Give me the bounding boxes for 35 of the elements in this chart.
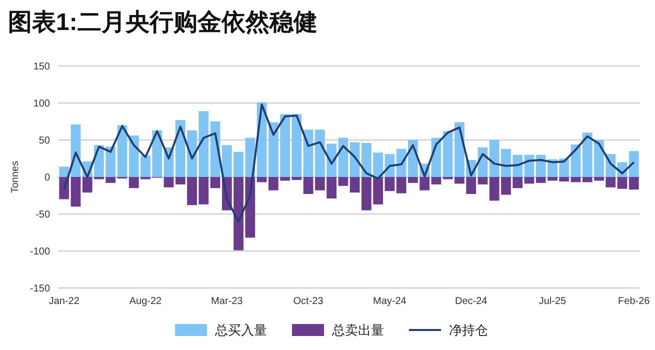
y-axis-title: Tonnes bbox=[10, 160, 21, 194]
bar bbox=[478, 177, 488, 184]
bar bbox=[628, 177, 639, 190]
bar bbox=[617, 177, 628, 189]
y-tick-label: -50 bbox=[36, 210, 50, 220]
y-tick-label: -150 bbox=[30, 284, 50, 294]
bar bbox=[384, 177, 395, 192]
bar bbox=[210, 177, 220, 188]
x-tick-label: Feb-26 bbox=[618, 296, 650, 307]
legend-label: 净持仓 bbox=[449, 322, 488, 338]
bar bbox=[570, 177, 581, 182]
bar bbox=[164, 177, 174, 188]
bar bbox=[59, 166, 70, 177]
y-tick-label: 50 bbox=[38, 136, 50, 146]
x-tick-label: Jul-25 bbox=[538, 296, 567, 307]
x-tick-label: May-24 bbox=[373, 296, 407, 307]
y-tick-label: 100 bbox=[33, 98, 50, 110]
bar bbox=[70, 177, 81, 207]
legend-label: 总卖出量 bbox=[331, 322, 384, 338]
y-tick-label: 150 bbox=[33, 62, 50, 72]
bar bbox=[524, 177, 534, 184]
y-tick-label: -100 bbox=[30, 246, 50, 258]
x-tick-label: Oct-23 bbox=[293, 296, 324, 307]
x-tick-label: Dec-24 bbox=[454, 296, 488, 307]
bar bbox=[256, 177, 267, 182]
bar bbox=[431, 177, 442, 184]
legend-label: 总买入量 bbox=[214, 322, 267, 338]
x-tick-label: Jan-22 bbox=[48, 296, 80, 307]
line-series bbox=[63, 103, 635, 222]
x-tick-label: Aug-22 bbox=[129, 296, 162, 307]
bar bbox=[628, 151, 639, 177]
y-tick-label: 0 bbox=[44, 172, 50, 184]
chart-title: 图表1:二月央行购金依然稳健 bbox=[8, 9, 318, 36]
bar bbox=[303, 177, 314, 194]
x-tick-label: Mar-23 bbox=[211, 296, 244, 307]
